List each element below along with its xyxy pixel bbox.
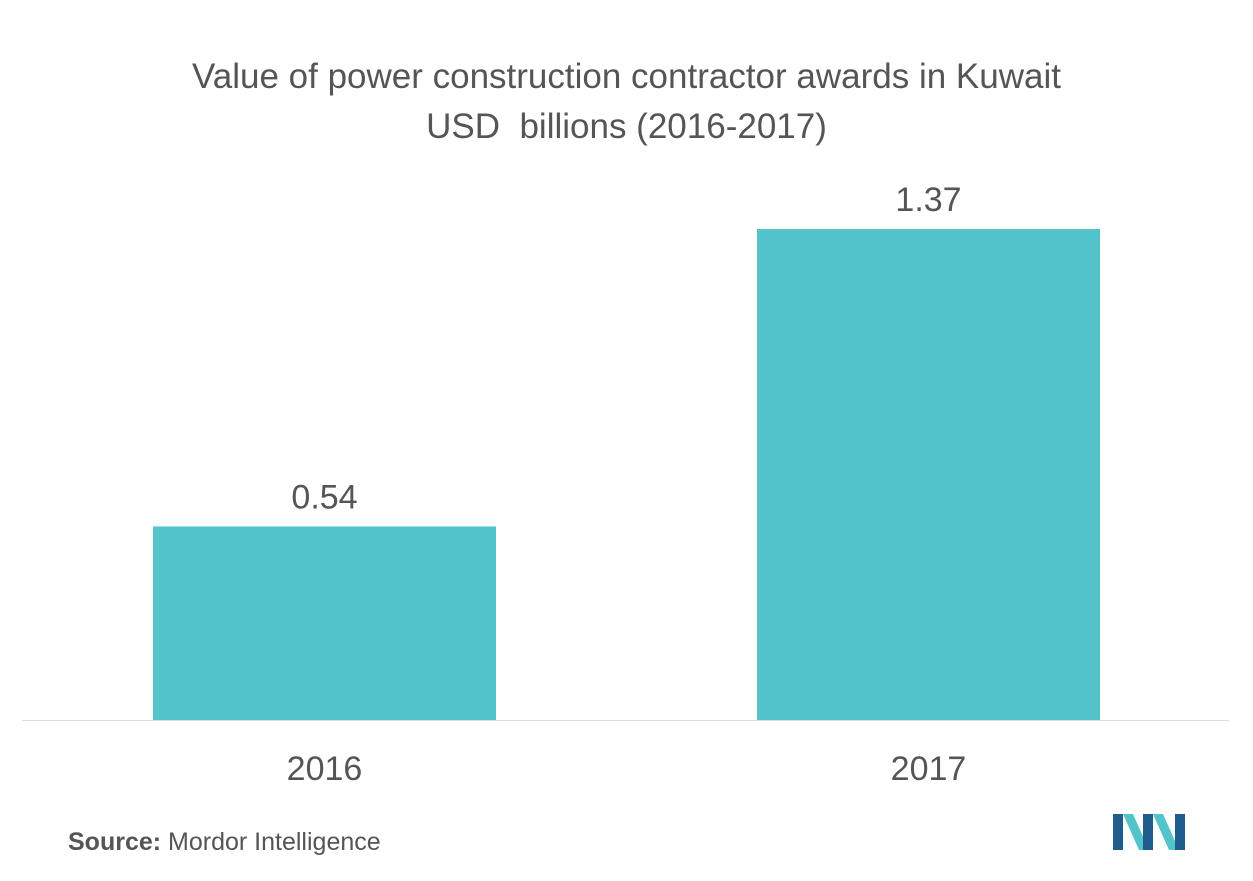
- data-label-2017: 1.37: [895, 181, 961, 219]
- data-label-2016: 0.54: [291, 478, 357, 516]
- source-text: Mordor Intelligence: [168, 828, 381, 856]
- logo-right-stroke: [1175, 814, 1185, 850]
- x-tick-label-2017: 2017: [891, 750, 967, 788]
- bar-2017: [757, 229, 1100, 720]
- logo-left-diagonal: [1123, 814, 1149, 850]
- x-tick-label-2016: 2016: [287, 750, 363, 788]
- chart-title-line-1: Value of power construction contractor a…: [192, 57, 1061, 96]
- chart-title: Value of power construction contractor a…: [0, 52, 1253, 152]
- logo-right-diagonal: [1153, 814, 1179, 850]
- source-label: Source:: [68, 828, 162, 856]
- chart-title-line-2: USD billions (2016-2017): [426, 107, 827, 146]
- logo-left-stroke: [1113, 814, 1123, 850]
- mordor-intelligence-logo-icon: [1113, 814, 1185, 850]
- bar-chart: 0.54 2016 1.37 2017: [22, 181, 1229, 788]
- source-note: Source: Mordor Intelligence: [68, 828, 381, 857]
- logo-mid-stroke: [1143, 814, 1153, 850]
- bar-2016: [153, 526, 496, 720]
